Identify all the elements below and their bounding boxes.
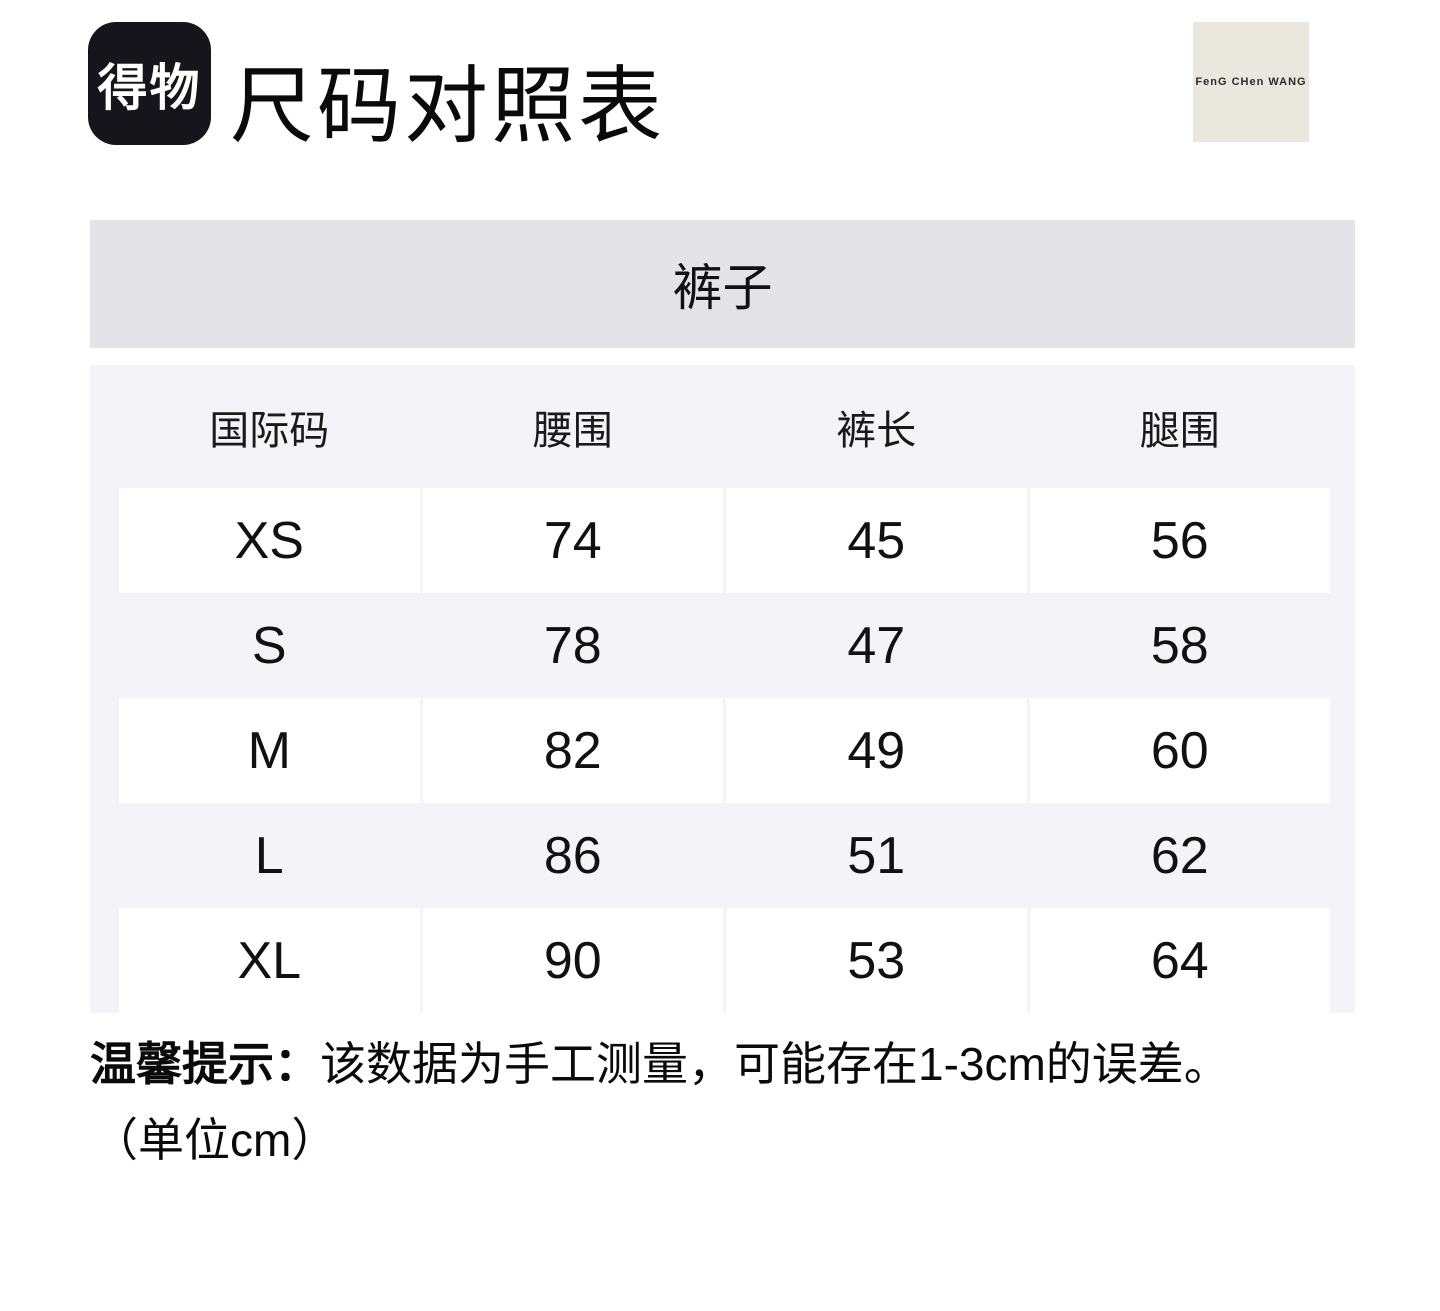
value-cell: 60 xyxy=(1029,698,1330,803)
note-line: 温馨提示：该数据为手工测量，可能存在1-3cm的误差。 xyxy=(90,1026,1230,1102)
size-cell: L xyxy=(254,826,284,885)
measurement-note: 温馨提示：该数据为手工测量，可能存在1-3cm的误差。 （单位cm） xyxy=(90,1026,1230,1178)
size-cell: XL xyxy=(119,908,420,1013)
col-header-length: 裤长 xyxy=(836,408,917,453)
value-cell: 58 xyxy=(1150,616,1209,675)
value-cell: 78 xyxy=(543,616,602,675)
col-header-size: 国际码 xyxy=(209,408,330,453)
value-cell: 82 xyxy=(422,698,723,803)
value-cell: 62 xyxy=(1150,826,1209,885)
note-label: 温馨提示： xyxy=(90,1038,320,1090)
table-row-xl: XL 90 53 64 xyxy=(119,908,1330,1013)
table-row-l: L 86 51 62 xyxy=(119,803,1330,908)
table-row-m: M 82 49 60 xyxy=(119,698,1330,803)
col-header-thigh: 腿围 xyxy=(1139,408,1220,453)
value-cell: 90 xyxy=(422,908,723,1013)
brand-logo: FenG CHen WANG xyxy=(1193,22,1309,142)
col-header-waist: 腰围 xyxy=(532,408,613,453)
table-header-row: 国际码 腰围 裤长 腿围 xyxy=(119,365,1330,488)
page-title: 尺码对照表 xyxy=(230,59,666,153)
size-cell: M xyxy=(119,698,420,803)
unit-note: （单位cm） xyxy=(92,1114,338,1166)
brand-logo-text: FenG CHen WANG xyxy=(1195,76,1307,88)
dewu-app-logo: 得物 xyxy=(88,22,211,145)
category-bar: 裤子 xyxy=(90,220,1355,348)
value-cell: 49 xyxy=(726,698,1027,803)
value-cell: 74 xyxy=(422,488,723,593)
value-cell: 86 xyxy=(543,826,602,885)
value-cell: 53 xyxy=(726,908,1027,1013)
dewu-logo-text: 得物 xyxy=(97,59,202,116)
size-cell: S xyxy=(251,616,287,675)
category-title: 裤子 xyxy=(672,260,773,316)
value-cell: 47 xyxy=(847,616,906,675)
value-cell: 64 xyxy=(1029,908,1330,1013)
size-table: 国际码 腰围 裤长 腿围 XS 74 45 56 S 78 47 58 M 82… xyxy=(90,365,1355,1013)
value-cell: 45 xyxy=(726,488,1027,593)
value-cell: 51 xyxy=(847,826,906,885)
table-row-xs: XS 74 45 56 xyxy=(119,488,1330,593)
note-text: 该数据为手工测量，可能存在1-3cm的误差。 xyxy=(320,1038,1230,1090)
value-cell: 56 xyxy=(1029,488,1330,593)
table-row-s: S 78 47 58 xyxy=(119,593,1330,698)
size-cell: XS xyxy=(119,488,420,593)
